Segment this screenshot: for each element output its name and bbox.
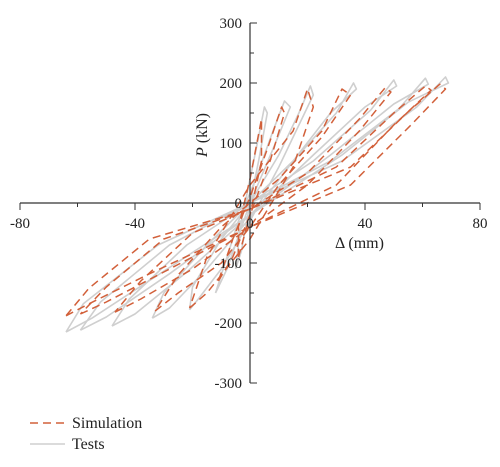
legend-label-tests: Tests [72,436,105,453]
tests-loop-6 [79,77,430,331]
y-tick-label: -300 [215,376,243,392]
plot-curves [65,76,450,333]
x-tick-label: 0 [246,216,254,232]
x-tick-label: 40 [358,216,373,232]
x-tick-label: -80 [10,216,30,232]
simulation-loop-5 [114,87,392,313]
tests-loop-7 [65,76,450,333]
simulation-loop-3 [188,88,315,309]
simulation-loop-6 [79,85,432,315]
y-axis-title-symbol: P [194,147,211,158]
y-tick-label: 200 [220,76,243,92]
simulation-loop-4 [154,88,352,312]
simulation-loop-7 [65,83,447,317]
y-tick-label: -200 [215,316,243,332]
y-tick-label: 100 [220,136,243,152]
x-axis-title: Δ (mm) [335,235,384,252]
y-axis-title: P (kN) [194,113,211,158]
y-tick-label: 300 [220,16,243,32]
simulation-loop-2 [217,106,286,282]
x-tick-label: -40 [125,216,145,232]
y-tick-label: -100 [215,256,243,272]
legend: Simulation Tests [30,415,142,453]
tests-loop-5 [111,79,398,327]
series-simulation [65,83,447,317]
y-axis-title-unit: (kN) [194,113,211,147]
y-tick-label: 0 [235,196,243,212]
axes: -80 -40 0 40 80 -300 -200 -100 0 100 200 300 [10,16,488,392]
legend-label-simulation: Simulation [72,415,142,432]
x-tick-label: 80 [473,216,488,232]
